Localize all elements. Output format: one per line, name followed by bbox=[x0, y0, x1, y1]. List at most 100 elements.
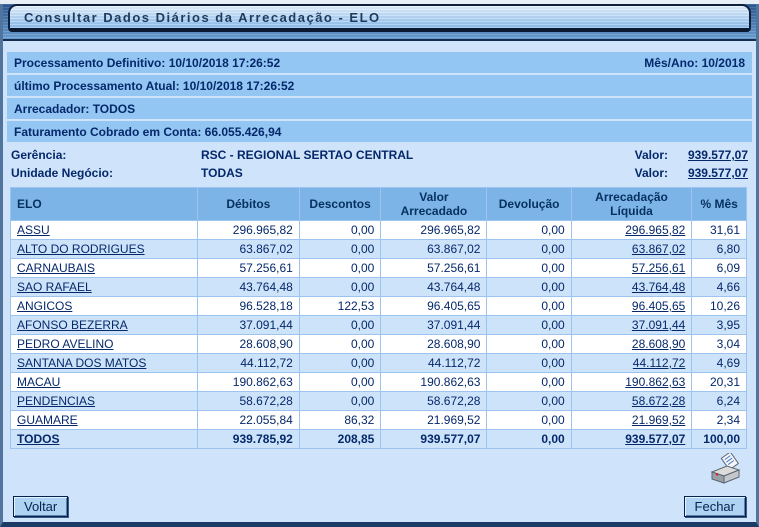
col-header-pct-mes: % Mês bbox=[691, 187, 747, 221]
pct-mes-cell: 6,80 bbox=[691, 239, 747, 259]
valor-arrecadado-cell: 63.867,02 bbox=[380, 239, 488, 259]
descontos-cell: 0,00 bbox=[298, 220, 382, 240]
arrecadacao-liquida-cell: 44.112,72 bbox=[570, 353, 693, 373]
unidade-label: Unidade Negócio: bbox=[11, 166, 114, 180]
arrecadacao-liquida-cell: 939.577,07 bbox=[570, 429, 693, 449]
arrecadacao-liquida-link[interactable]: 63.867,02 bbox=[631, 242, 686, 256]
col-header-devolucao: Devolução bbox=[486, 187, 572, 221]
devolucao-cell: 0,00 bbox=[486, 353, 572, 373]
arrecadacao-liquida-link[interactable]: 190.862,63 bbox=[625, 375, 686, 389]
back-button[interactable]: Voltar bbox=[13, 496, 69, 517]
close-button[interactable]: Fechar bbox=[683, 496, 746, 517]
title-box: Consultar Dados Diários da Arrecadação -… bbox=[8, 4, 751, 32]
unidade-valor-link[interactable]: 939.577,07 bbox=[687, 166, 748, 180]
arrecadacao-liquida-cell: 21.969,52 bbox=[570, 410, 693, 430]
arrecadacao-liquida-cell: 28.608,90 bbox=[570, 334, 693, 354]
debitos-cell: 28.608,90 bbox=[196, 334, 300, 354]
elo-name-cell: GUAMARE bbox=[10, 410, 198, 430]
elo-table-body: ASSU 296.965,82 0,00 296.965,82 0,00 296.965,… bbox=[10, 220, 747, 449]
arrecadacao-liquida-link[interactable]: 44.112,72 bbox=[632, 356, 686, 370]
descontos-cell: 0,00 bbox=[298, 315, 382, 335]
debitos-cell: 939.785,92 bbox=[196, 429, 300, 449]
pct-mes-cell: 100,00 bbox=[691, 429, 747, 449]
debitos-cell: 190.862,63 bbox=[196, 372, 300, 392]
elo-link[interactable]: PENDENCIAS bbox=[17, 394, 96, 408]
printer-icon[interactable] bbox=[708, 451, 742, 490]
elo-link[interactable]: SAO RAFAEL bbox=[17, 280, 92, 294]
arrecadacao-liquida-link[interactable]: 58.672,28 bbox=[631, 394, 686, 408]
devolucao-cell: 0,00 bbox=[486, 220, 572, 240]
valor-arrecadado-cell: 43.764,48 bbox=[380, 277, 488, 297]
table-row: PEDRO AVELINO 28.608,90 0,00 28.608,90 0,00 2… bbox=[10, 334, 747, 354]
debitos-cell: 43.764,48 bbox=[196, 277, 300, 297]
pct-mes-cell: 2,34 bbox=[691, 410, 747, 430]
debitos-cell: 37.091,44 bbox=[196, 315, 300, 335]
table-row: TODOS 939.785,92 208,85 939.577,07 0,00 939.5… bbox=[10, 429, 747, 449]
table-row: CARNAUBAIS 57.256,61 0,00 57.256,61 0,00 57.2… bbox=[10, 258, 747, 278]
devolucao-cell: 0,00 bbox=[486, 410, 572, 430]
month-year-text: Mês/Ano: 10/2018 bbox=[644, 55, 745, 70]
arrecadacao-liquida-link[interactable]: 57.256,61 bbox=[631, 261, 686, 275]
arrecadacao-liquida-link[interactable]: 939.577,07 bbox=[625, 432, 686, 446]
elo-name-cell: SAO RAFAEL bbox=[10, 277, 198, 297]
elo-link[interactable]: ANGICOS bbox=[17, 299, 73, 313]
table-row: PENDENCIAS 58.672,28 0,00 58.672,28 0,00 58.6… bbox=[10, 391, 747, 411]
table-row: ANGICOS 96.528,18 122,53 96.405,65 0,00 96.40… bbox=[10, 296, 747, 316]
arrecadacao-liquida-link[interactable]: 296.965,82 bbox=[625, 223, 686, 237]
arrecadacao-liquida-link[interactable]: 37.091,44 bbox=[631, 318, 686, 332]
elo-link[interactable]: MACAU bbox=[17, 375, 61, 389]
gerencia-valor-link[interactable]: 939.577,07 bbox=[687, 148, 748, 162]
valor-arrecadado-cell: 296.965,82 bbox=[380, 220, 488, 240]
elo-link[interactable]: CARNAUBAIS bbox=[17, 261, 96, 275]
arrecadacao-liquida-cell: 37.091,44 bbox=[570, 315, 693, 335]
pct-mes-cell: 20,31 bbox=[691, 372, 747, 392]
elo-link[interactable]: GUAMARE bbox=[17, 413, 78, 427]
arrecadacao-liquida-link[interactable]: 43.764,48 bbox=[631, 280, 686, 294]
descontos-cell: 0,00 bbox=[298, 239, 382, 259]
col-header-descontos: Descontos bbox=[298, 187, 382, 221]
valor-arrecadado-cell: 21.969,52 bbox=[380, 410, 488, 430]
valor-arrecadado-cell: 44.112,72 bbox=[380, 353, 488, 373]
pct-mes-cell: 10,26 bbox=[691, 296, 747, 316]
descontos-cell: 122,53 bbox=[298, 296, 382, 316]
elo-name-cell: PENDENCIAS bbox=[10, 391, 198, 411]
processing-definitive-text: Processamento Definitivo: 10/10/2018 17:… bbox=[14, 55, 281, 70]
elo-link[interactable]: SANTANA DOS MATOS bbox=[17, 356, 147, 370]
devolucao-cell: 0,00 bbox=[486, 372, 572, 392]
elo-link[interactable]: ALTO DO RODRIGUES bbox=[17, 242, 145, 256]
table-row: ASSU 296.965,82 0,00 296.965,82 0,00 296.965,… bbox=[10, 220, 747, 240]
elo-link[interactable]: ASSU bbox=[17, 223, 50, 237]
devolucao-cell: 0,00 bbox=[486, 258, 572, 278]
pct-mes-cell: 4,66 bbox=[691, 277, 747, 297]
elo-link[interactable]: PEDRO AVELINO bbox=[17, 337, 114, 351]
table-row: ALTO DO RODRIGUES 63.867,02 0,00 63.867,02 0… bbox=[10, 239, 747, 259]
devolucao-cell: 0,00 bbox=[486, 429, 572, 449]
descontos-cell: 0,00 bbox=[298, 372, 382, 392]
arrecadacao-liquida-link[interactable]: 96.405,65 bbox=[631, 299, 686, 313]
valor-arrecadado-cell: 58.672,28 bbox=[380, 391, 488, 411]
elo-name-cell: AFONSO BEZERRA bbox=[10, 315, 198, 335]
valor-arrecadado-cell: 37.091,44 bbox=[380, 315, 488, 335]
descontos-cell: 0,00 bbox=[298, 353, 382, 373]
info-bar-last-processing: último Processamento Atual: 10/10/2018 1… bbox=[7, 75, 752, 96]
descontos-cell: 0,00 bbox=[298, 391, 382, 411]
info-bar-processing: Processamento Definitivo: 10/10/2018 17:… bbox=[7, 52, 752, 73]
elo-link[interactable]: TODOS bbox=[17, 432, 60, 446]
printer-row bbox=[3, 451, 742, 490]
pct-mes-cell: 3,04 bbox=[691, 334, 747, 354]
arrecadacao-liquida-cell: 43.764,48 bbox=[570, 277, 693, 297]
elo-name-cell: ASSU bbox=[10, 220, 198, 240]
info-bar-collector: Arrecadador: TODOS bbox=[7, 98, 752, 119]
arrecadacao-liquida-link[interactable]: 28.608,90 bbox=[631, 337, 686, 351]
elo-name-cell: PEDRO AVELINO bbox=[10, 334, 198, 354]
valor-arrecadado-cell: 939.577,07 bbox=[380, 429, 488, 449]
unidade-valor-label: Valor: bbox=[634, 166, 668, 180]
debitos-cell: 44.112,72 bbox=[196, 353, 300, 373]
table-row: SAO RAFAEL 43.764,48 0,00 43.764,48 0,00 43.7… bbox=[10, 277, 747, 297]
billing-text: Faturamento Cobrado em Conta: 66.055.426… bbox=[14, 124, 282, 139]
arrecadacao-liquida-link[interactable]: 21.969,52 bbox=[631, 413, 686, 427]
valor-arrecadado-cell: 57.256,61 bbox=[380, 258, 488, 278]
table-row: AFONSO BEZERRA 37.091,44 0,00 37.091,44 0,00… bbox=[10, 315, 747, 335]
info-bar-billing: Faturamento Cobrado em Conta: 66.055.426… bbox=[7, 121, 752, 142]
elo-link[interactable]: AFONSO BEZERRA bbox=[17, 318, 128, 332]
